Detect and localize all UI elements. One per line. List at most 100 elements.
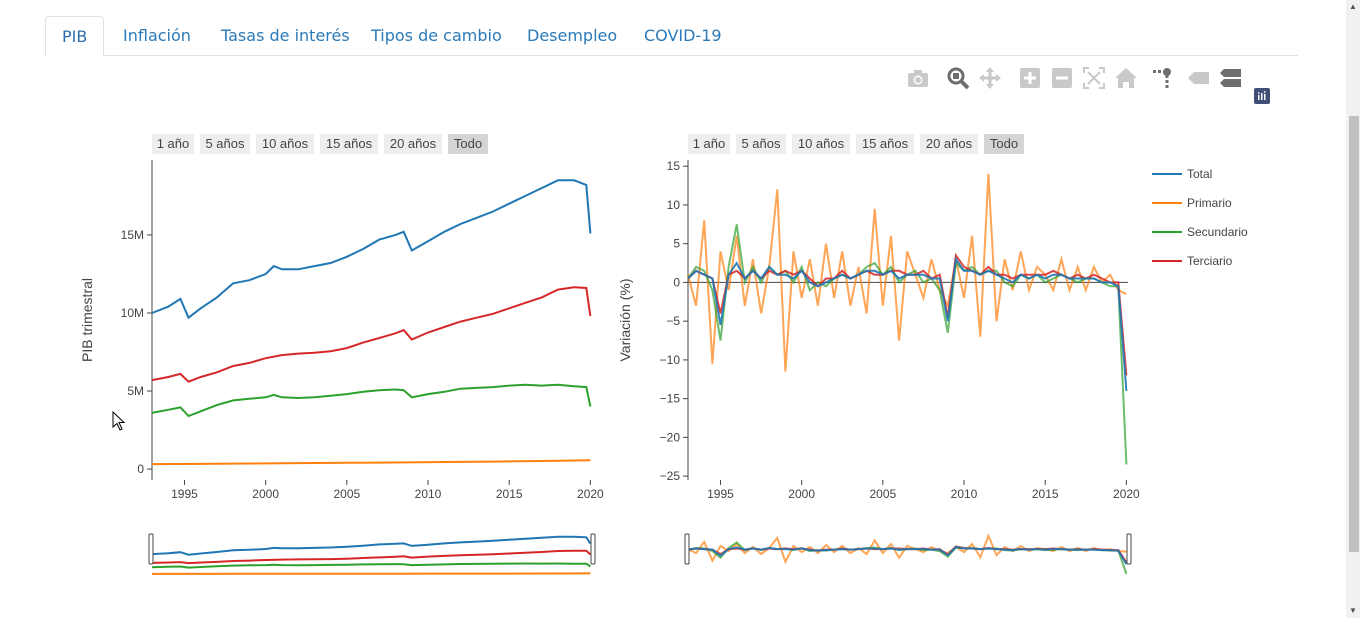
reset-axes-icon[interactable] xyxy=(1112,64,1140,92)
zoom-out-icon[interactable] xyxy=(1048,64,1076,92)
plot-area[interactable] xyxy=(687,173,1128,465)
range-button[interactable]: 1 año xyxy=(152,134,194,154)
range-button[interactable]: 5 años xyxy=(200,134,250,154)
range-slider[interactable] xyxy=(148,533,596,575)
range-button[interactable]: 10 años xyxy=(256,134,314,154)
hover-compare-icon[interactable] xyxy=(1216,64,1244,92)
range-button[interactable]: 5 años xyxy=(736,134,786,154)
x-tick-label: 2020 xyxy=(577,487,604,501)
y-tick-label: 0 xyxy=(673,275,680,289)
y-axis: 15 10 5 0 −5 −10 −15 −20 −25 xyxy=(660,159,1128,483)
plotly-logo-icon[interactable] xyxy=(1254,88,1270,104)
modebar xyxy=(900,64,1270,104)
slider-handle[interactable] xyxy=(590,533,596,565)
plot-area[interactable] xyxy=(151,179,592,466)
range-button[interactable]: 10 años xyxy=(792,134,850,154)
legend-label: Primario xyxy=(1187,196,1232,210)
range-button[interactable]: 15 años xyxy=(320,134,378,154)
tab-desempleo[interactable]: Desempleo xyxy=(527,26,618,45)
scroll-down-arrow-icon[interactable]: ▼ xyxy=(1349,606,1357,615)
range-slider[interactable] xyxy=(684,533,1132,575)
y-tick-label: 15M xyxy=(121,228,144,242)
slider-line-terciario xyxy=(151,549,592,565)
zoom-icon[interactable] xyxy=(944,64,972,92)
range-selector: 1 año 5 años 10 años 15 años 20 años Todo xyxy=(688,134,1024,154)
x-axis: 1995 2000 2005 2010 2015 2020 xyxy=(171,480,604,501)
series-line-terciario[interactable] xyxy=(687,252,1128,376)
range-selector: 1 año 5 años 10 años 15 años 20 años Todo xyxy=(152,134,488,154)
range-button[interactable]: 20 años xyxy=(920,134,978,154)
range-button[interactable]: 1 año xyxy=(688,134,730,154)
legend-label: Secundario xyxy=(1187,225,1248,239)
x-tick-label: 2020 xyxy=(1113,487,1140,501)
slider-handle[interactable] xyxy=(684,533,690,565)
range-button-label: Todo xyxy=(990,136,1018,151)
y-tick-label: 10M xyxy=(121,306,144,320)
tab-tipos-de-cambio[interactable]: Tipos de cambio xyxy=(371,26,502,45)
range-button-label: 20 años xyxy=(390,136,437,151)
x-tick-label: 1995 xyxy=(171,487,198,501)
legend-label: Total xyxy=(1187,167,1212,181)
tab-inflacion[interactable]: Inflación xyxy=(123,26,191,45)
y-axis-label: PIB trimestral xyxy=(79,278,95,362)
x-tick-label: 2015 xyxy=(1032,487,1059,501)
series-line-primario[interactable] xyxy=(687,173,1127,372)
pan-icon[interactable] xyxy=(976,64,1004,92)
x-tick-label: 2000 xyxy=(252,487,279,501)
x-tick-label: 2000 xyxy=(788,487,815,501)
range-button-label: 1 año xyxy=(157,136,190,151)
x-tick-label: 2005 xyxy=(333,487,360,501)
tab-covid-19[interactable]: COVID-19 xyxy=(644,26,722,45)
range-button-label: 10 años xyxy=(262,136,309,151)
x-tick-label: 2015 xyxy=(496,487,523,501)
y-tick-label: 10 xyxy=(667,198,681,212)
x-tick-label: 1995 xyxy=(707,487,734,501)
series-line-secundario[interactable] xyxy=(151,383,592,418)
chart-variacion: 1 año 5 años 10 años 15 años 20 años Todo 15 1… xyxy=(617,134,1248,575)
camera-icon[interactable] xyxy=(904,64,932,92)
series-line-terciario[interactable] xyxy=(151,286,592,383)
slider-line-primario xyxy=(152,572,591,575)
legend-item-terciario[interactable]: Terciario xyxy=(1152,254,1233,268)
series-line-total[interactable] xyxy=(151,179,592,320)
y-tick-label: −5 xyxy=(666,314,680,328)
y-tick-label: −15 xyxy=(660,392,681,406)
hover-closest-icon[interactable] xyxy=(1184,64,1212,92)
slider-line-total xyxy=(687,545,1128,565)
slider-handle[interactable] xyxy=(148,533,154,565)
legend-item-total[interactable]: Total xyxy=(1152,167,1212,181)
x-tick-label: 2010 xyxy=(415,487,442,501)
legend-label: Terciario xyxy=(1187,254,1233,268)
slider-handle[interactable] xyxy=(1126,533,1132,565)
range-button-label: Todo xyxy=(454,136,482,151)
y-tick-label: 0 xyxy=(137,462,144,476)
range-button-label: 1 año xyxy=(693,136,726,151)
y-tick-label: −20 xyxy=(660,430,681,444)
series-line-primario[interactable] xyxy=(151,459,591,466)
tab-pib[interactable]: PIB xyxy=(45,16,105,57)
autoscale-icon[interactable] xyxy=(1080,64,1108,92)
scroll-up-arrow-icon[interactable]: ▲ xyxy=(1349,2,1357,11)
y-tick-label: 15 xyxy=(667,159,681,173)
range-button-label: 20 años xyxy=(926,136,973,151)
legend[interactable]: Total Primario Secundario Terciario xyxy=(1152,167,1248,268)
chart-pib: 1 año 5 años 10 años 15 años 20 años Todo 0 5M… xyxy=(79,134,604,575)
slider-line-total xyxy=(151,535,592,556)
legend-item-secundario[interactable]: Secundario xyxy=(1152,225,1248,239)
tab-tasas-de-interes[interactable]: Tasas de interés xyxy=(221,26,350,45)
range-button[interactable]: 15 años xyxy=(856,134,914,154)
x-tick-label: 2010 xyxy=(951,487,978,501)
zoom-in-icon[interactable] xyxy=(1016,64,1044,92)
legend-item-primario[interactable]: Primario xyxy=(1152,196,1232,210)
y-axis-label: Variación (%) xyxy=(617,279,633,362)
x-tick-label: 2005 xyxy=(869,487,896,501)
series-line-total[interactable] xyxy=(687,256,1128,391)
scrollbar-thumb[interactable] xyxy=(1349,116,1359,552)
range-button[interactable]: Todo xyxy=(984,134,1024,154)
range-button[interactable]: Todo xyxy=(448,134,488,154)
slider-line-secundario xyxy=(151,562,591,569)
slider-line-primario xyxy=(687,533,1127,565)
range-button[interactable]: 20 años xyxy=(384,134,442,154)
spike-lines-icon[interactable] xyxy=(1150,64,1178,92)
